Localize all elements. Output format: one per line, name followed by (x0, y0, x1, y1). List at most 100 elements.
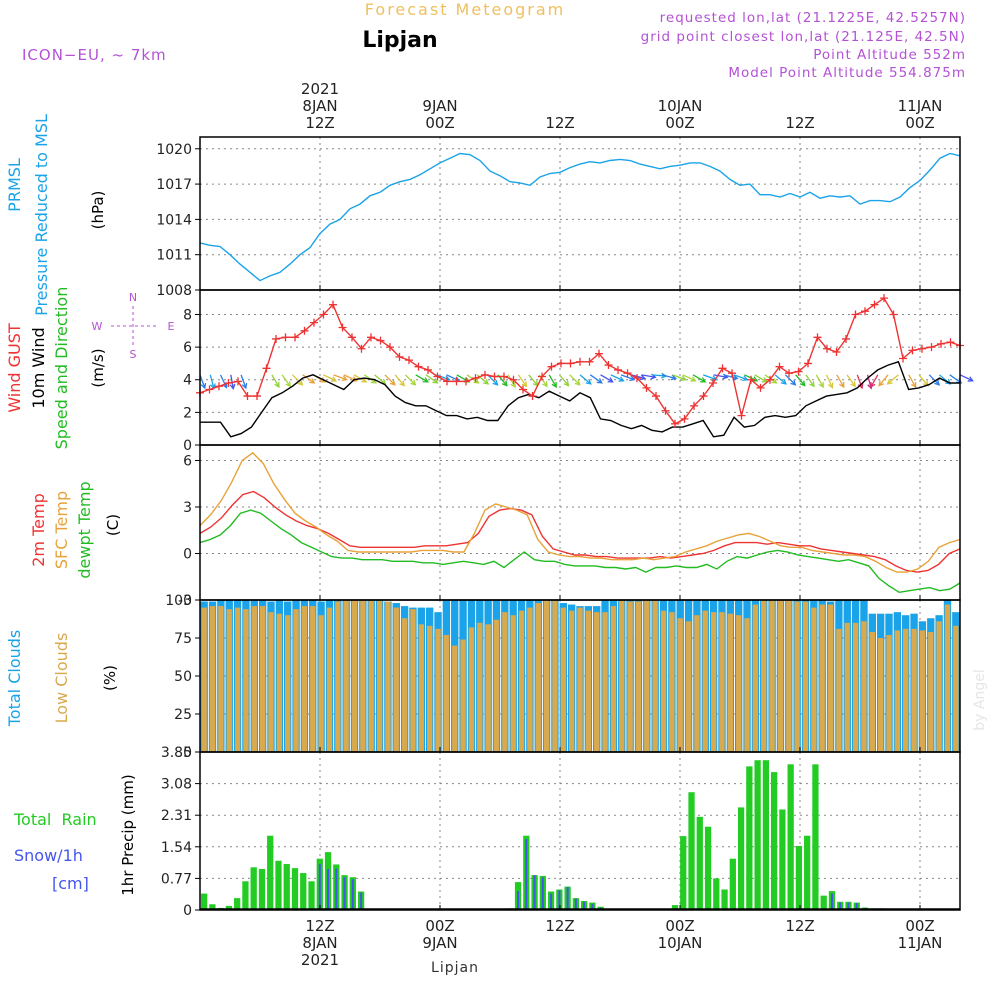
rain-bar (762, 760, 769, 910)
direction-arrow (240, 374, 247, 389)
rain-bar (737, 807, 745, 910)
gust-marker (775, 362, 784, 371)
direction-arrow (569, 374, 581, 386)
gust-marker (490, 372, 499, 381)
y-tick-label: 1008 (156, 283, 192, 299)
cloud-bars (200, 600, 960, 752)
direction-arrow (784, 374, 796, 386)
model-label: ICON−EU, ~ 7km (22, 46, 167, 64)
direction-arrow-head (510, 381, 516, 389)
gust-marker (756, 383, 765, 392)
gust-marker (614, 365, 622, 374)
wind-unit: (m/s) (89, 348, 107, 387)
gust-marker (728, 369, 736, 378)
direction-arrow-head (361, 377, 368, 383)
gust-marker (348, 333, 356, 342)
gust-marker (747, 375, 755, 384)
gust-marker (908, 346, 917, 355)
low-cloud-bar (560, 607, 566, 752)
direction-arrow-head (241, 382, 248, 390)
rain-bar (242, 881, 249, 910)
pressure-label-short: PRMSL (5, 158, 24, 212)
rain-bar (696, 816, 703, 910)
direction-arrow (517, 374, 527, 387)
direction-arrow (281, 374, 291, 387)
gust-marker (661, 406, 670, 415)
bottom-time-label: 10JAN (658, 934, 703, 952)
low-cloud-bar (393, 607, 399, 752)
y-tick-label: 3 (183, 500, 192, 516)
direction-arrow-head (790, 379, 797, 386)
low-cloud-bar (802, 601, 809, 752)
direction-arrow-head (818, 381, 824, 389)
compass-s: S (130, 348, 137, 361)
low-cloud-bar (928, 631, 934, 752)
y-tick-label: 0 (183, 745, 192, 761)
low-cloud-bar (936, 621, 942, 752)
low-cloud-bar (602, 612, 608, 752)
gust-marker (319, 310, 328, 319)
direction-arrow-head (399, 380, 406, 387)
low-cloud-bar (619, 600, 625, 752)
direction-arrow (620, 374, 635, 381)
low-cloud-bar (635, 601, 642, 752)
direction-arrow-head (690, 376, 697, 382)
rain-bar (713, 878, 720, 910)
y-tick-label: 50 (174, 669, 192, 685)
direction-arrow (825, 374, 833, 388)
gust-marker (452, 377, 461, 386)
gust-marker (338, 323, 347, 332)
y-tick-label: 3.85 (161, 745, 192, 761)
y-tick-label: 0 (183, 903, 192, 919)
direction-arrow (815, 374, 824, 388)
direction-arrow (631, 374, 646, 380)
low-cloud-bar (794, 601, 800, 752)
direction-arrow-head (229, 383, 236, 390)
direction-arrow-head (945, 378, 952, 385)
gust-marker (310, 318, 318, 327)
rain-bar (201, 893, 208, 910)
direction-arrow-head (607, 377, 614, 383)
direction-arrow (672, 374, 686, 381)
direction-arrow (928, 374, 940, 386)
direction-arrow (918, 374, 929, 386)
gust-marker (842, 334, 850, 343)
top-time-label: 12Z (305, 114, 334, 132)
direction-arrow-head (670, 374, 677, 381)
bottom-time-label: 12Z (785, 917, 814, 935)
direction-arrow-head (200, 382, 207, 390)
rain-bar (275, 860, 282, 910)
low-cloud-bar (944, 604, 951, 752)
low-cloud-bar (335, 601, 341, 752)
direction-arrow (291, 374, 303, 386)
low-cloud-bar (911, 628, 917, 752)
tsfc-line (199, 451, 961, 573)
direction-arrow (404, 374, 416, 386)
gust-marker (291, 333, 299, 342)
direction-arrow-head (809, 381, 815, 388)
bottom-time-label: 2021 (301, 951, 339, 969)
t2m-line (199, 490, 961, 573)
low-cloud-bar (644, 600, 650, 752)
bottom-time-label: 12Z (305, 917, 334, 935)
direction-arrow (754, 374, 768, 383)
bottom-time-label: 00Z (665, 917, 694, 935)
gust-marker (224, 379, 233, 387)
snow-label: Snow/1h (14, 846, 83, 865)
low-cloud-bar (811, 607, 817, 752)
total-clouds-label: Total Clouds (5, 630, 24, 728)
direction-arrow (558, 374, 569, 386)
low-cloud-bar (769, 600, 775, 752)
low-cloud-bar (844, 622, 850, 752)
low-cloud-bar (234, 607, 241, 752)
point-altitude: Point Altitude 552m (813, 47, 966, 63)
gust-marker (519, 385, 527, 394)
low-cloud-bar (660, 610, 667, 752)
rain-bar (820, 895, 827, 910)
panel-5: 0 0.77 1.54 2.31 3.08 3.85 (161, 745, 960, 919)
low-cloud-bar (385, 601, 391, 752)
y-tick-label: 6 (183, 340, 192, 356)
bottom-time-label: 12Z (545, 917, 574, 935)
low-cloud-bar (919, 630, 926, 752)
